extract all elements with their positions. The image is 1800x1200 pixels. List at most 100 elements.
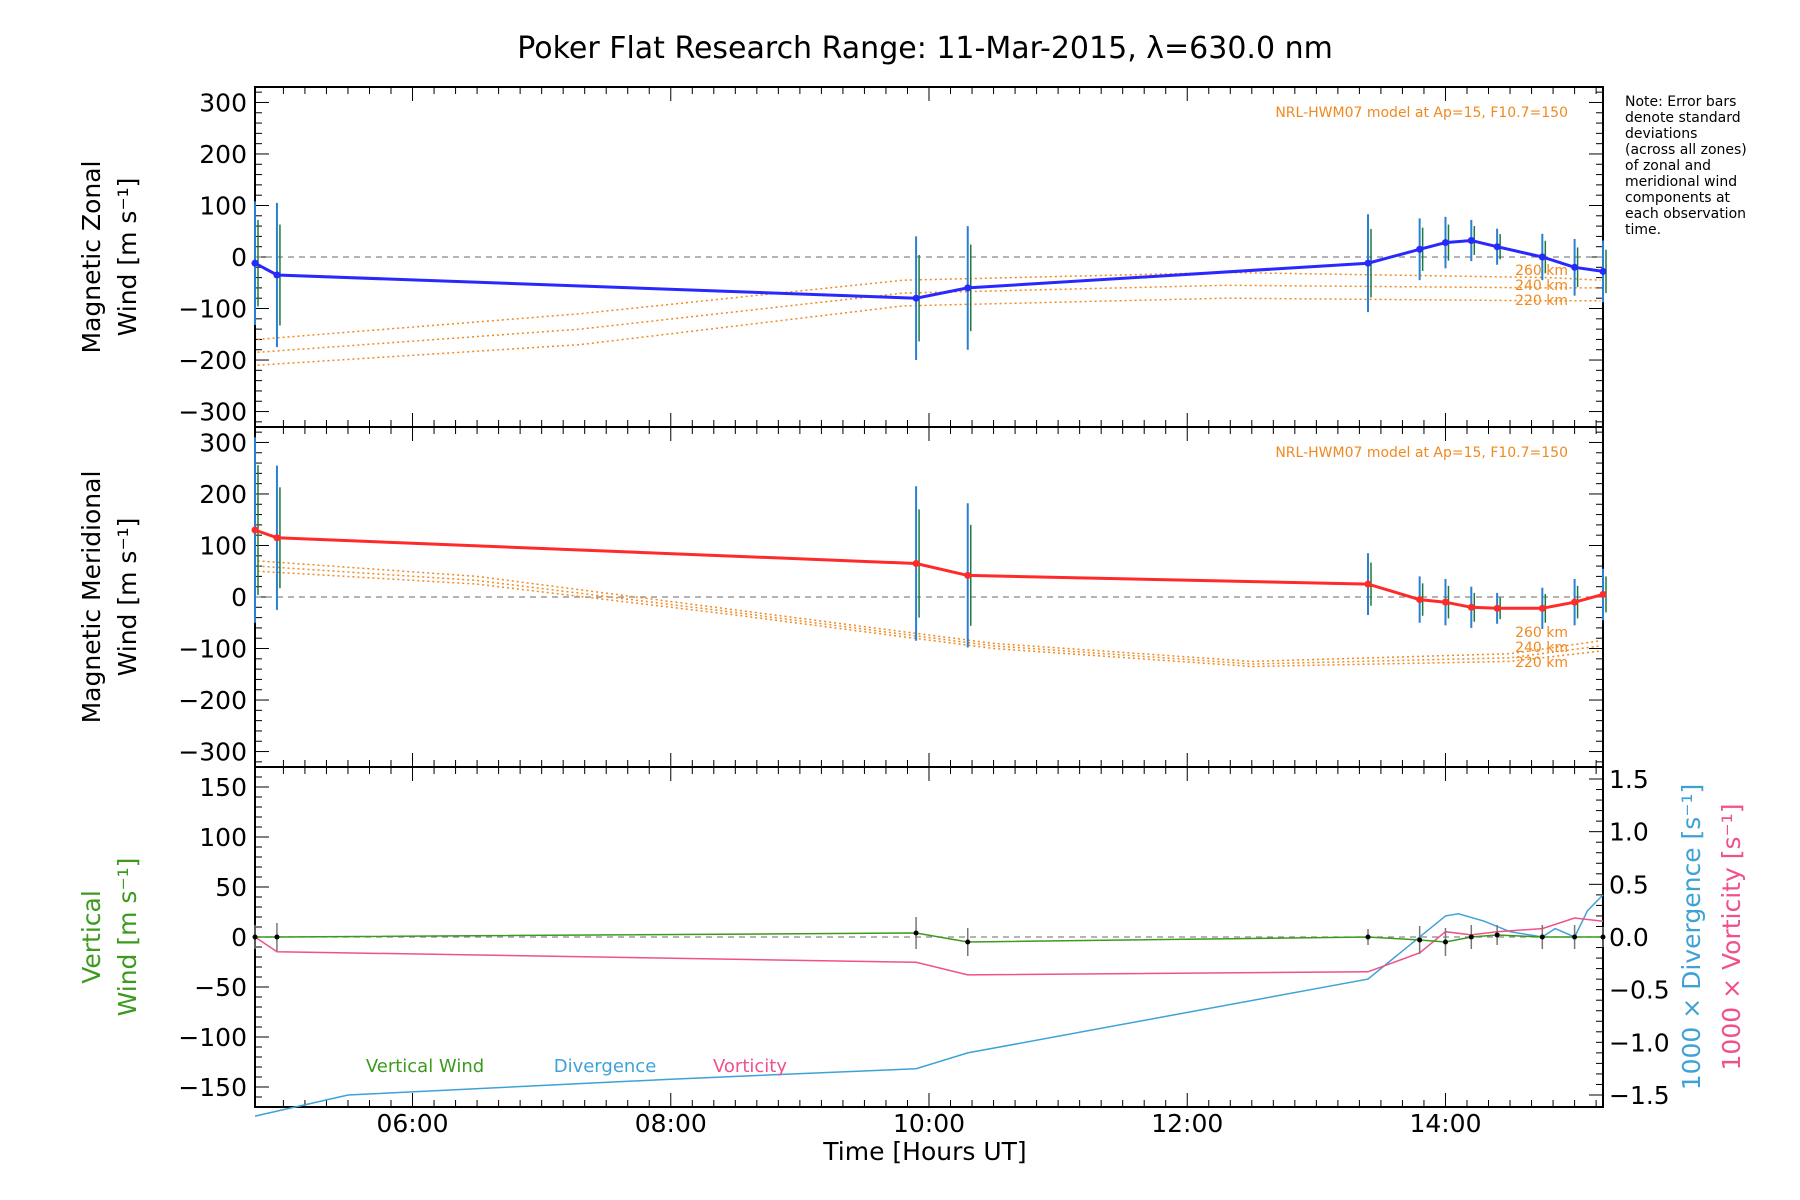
- x-tick-label: 14:00: [1409, 1109, 1481, 1138]
- meridional-wind-point: [1571, 598, 1579, 606]
- meridional-wind-point: [912, 560, 920, 568]
- model-curve: [257, 560, 1601, 663]
- right-y-tick-label: 1.0: [1609, 818, 1649, 847]
- x-tick-label: 08:00: [635, 1109, 707, 1138]
- vertical-wind-point: [1572, 934, 1578, 940]
- altitude-label: 240 km: [1515, 640, 1568, 656]
- y-axis-label: Wind [m s⁻¹]: [113, 858, 142, 1017]
- y-tick-label: 50: [215, 873, 247, 902]
- meridional-wind-point: [1599, 590, 1607, 598]
- y-tick-label: 200: [199, 140, 247, 169]
- zonal-wind-point: [273, 271, 281, 279]
- y-axis-label: Vertical: [77, 890, 106, 984]
- zonal-wind-point: [1599, 267, 1607, 275]
- right-y-tick-label: −0.5: [1609, 976, 1670, 1005]
- legend-entry: Vertical Wind: [366, 1056, 484, 1077]
- y-tick-label: −150: [178, 1073, 247, 1102]
- divergence-line: [254, 894, 1604, 1117]
- vertical-wind-point: [1494, 932, 1500, 938]
- meridional-wind-point: [1493, 604, 1501, 612]
- meridional-wind-panel: 300 200 100 0 −100 −200 −300 NRL-HWM07 model at…: [77, 426, 1607, 768]
- altitude-label: 240 km: [1515, 278, 1568, 294]
- zonal-wind-panel: 300 200 100 0 −100 −200 −300 NRL-HWM07 model at…: [77, 86, 1607, 428]
- meridional-wind-point: [1467, 603, 1475, 611]
- altitude-label: 260 km: [1515, 263, 1568, 279]
- y-tick-label: −300: [178, 738, 247, 767]
- right-y-tick-label: −1.0: [1609, 1028, 1670, 1057]
- y-tick-label: 200: [199, 480, 247, 509]
- right-axis-label-divergence: 1000 × Divergence [s⁻¹]: [1677, 784, 1706, 1091]
- legend-entry: Divergence: [554, 1056, 657, 1077]
- meridional-wind-point: [1416, 596, 1424, 604]
- vorticity-line: [254, 917, 1604, 976]
- right-y-tick-label: −1.5: [1609, 1081, 1670, 1110]
- vertical-wind-point: [913, 930, 919, 936]
- meridional-wind-point: [251, 526, 259, 534]
- y-tick-label: 100: [199, 531, 247, 560]
- meridional-wind-point: [964, 571, 972, 579]
- model-curve: [257, 297, 1601, 366]
- note-line: denote standard: [1625, 110, 1741, 126]
- zonal-wind-point: [1416, 245, 1424, 253]
- zonal-wind-point: [964, 284, 972, 292]
- y-tick-label: 100: [199, 191, 247, 220]
- zonal-wind-point: [1441, 239, 1449, 247]
- right-y-tick-label: 0.5: [1609, 870, 1649, 899]
- vertical-wind-point: [965, 939, 971, 945]
- x-axis-label: Time [Hours UT]: [822, 1137, 1026, 1166]
- zonal-wind-point: [1571, 263, 1579, 271]
- y-tick-label: −100: [178, 295, 247, 324]
- meridional-wind-line: [254, 528, 1604, 610]
- y-tick-label: −50: [194, 973, 247, 1002]
- vertical-wind-point: [252, 934, 258, 940]
- note-line: (across all zones): [1625, 142, 1747, 158]
- zonal-wind-point: [1467, 237, 1475, 245]
- note-line: deviations: [1625, 126, 1697, 142]
- y-tick-label: −300: [178, 398, 247, 427]
- vertical-wind-point: [1365, 934, 1371, 940]
- note-line: Note: Error bars: [1625, 94, 1736, 110]
- y-tick-label: −100: [178, 635, 247, 664]
- right-y-tick-label: 1.5: [1609, 765, 1649, 794]
- x-tick-labels: 06:00 08:00 10:00 12:00 14:00: [377, 1109, 1482, 1138]
- note-line: each observation: [1625, 206, 1746, 222]
- y-tick-label: 100: [199, 823, 247, 852]
- zonal-wind-point: [1493, 243, 1501, 251]
- y-axis-label: Wind [m s⁻¹]: [113, 518, 142, 677]
- model-curve: [257, 570, 1601, 668]
- y-tick-label: 300: [199, 88, 247, 117]
- vertical-wind-point: [1442, 939, 1448, 945]
- zonal-wind-point: [912, 294, 920, 302]
- y-tick-label: 0: [231, 583, 247, 612]
- y-tick-label: 150: [199, 773, 247, 802]
- altitude-label: 220 km: [1515, 655, 1568, 671]
- y-axis-label: Magnetic Zonal: [77, 161, 106, 354]
- note-line: of zonal and: [1625, 158, 1711, 174]
- model-label: NRL-HWM07 model at Ap=15, F10.7=150: [1275, 105, 1568, 121]
- y-tick-label: −100: [178, 1023, 247, 1052]
- y-tick-label: −200: [178, 686, 247, 715]
- vertical-wind-point: [1468, 934, 1474, 940]
- vertical-wind-line: [255, 932, 1603, 943]
- zonal-wind-point: [1364, 259, 1372, 267]
- meridional-wind-point: [1538, 604, 1546, 612]
- meridional-wind-point: [1441, 598, 1449, 606]
- x-tick-label: 12:00: [1151, 1109, 1223, 1138]
- y-axis-label: Wind [m s⁻¹]: [113, 178, 142, 337]
- note-line: components at: [1625, 190, 1731, 206]
- vertical-wind-point: [1600, 934, 1606, 940]
- chart-title: Poker Flat Research Range: 11-Mar-2015, …: [517, 31, 1333, 66]
- altitude-label: 220 km: [1515, 293, 1568, 309]
- zonal-wind-line: [254, 238, 1604, 300]
- note-line: time.: [1625, 222, 1661, 238]
- y-tick-label: 0: [231, 923, 247, 952]
- meridional-wind-point: [273, 534, 281, 542]
- right-y-tick-label: 0.0: [1609, 923, 1649, 952]
- legend-entry: Vorticity: [713, 1056, 787, 1077]
- y-tick-label: 0: [231, 243, 247, 272]
- x-tick-label: 06:00: [377, 1109, 449, 1138]
- zonal-wind-point: [251, 259, 259, 267]
- meridional-wind-point: [1364, 580, 1372, 588]
- y-tick-label: −200: [178, 346, 247, 375]
